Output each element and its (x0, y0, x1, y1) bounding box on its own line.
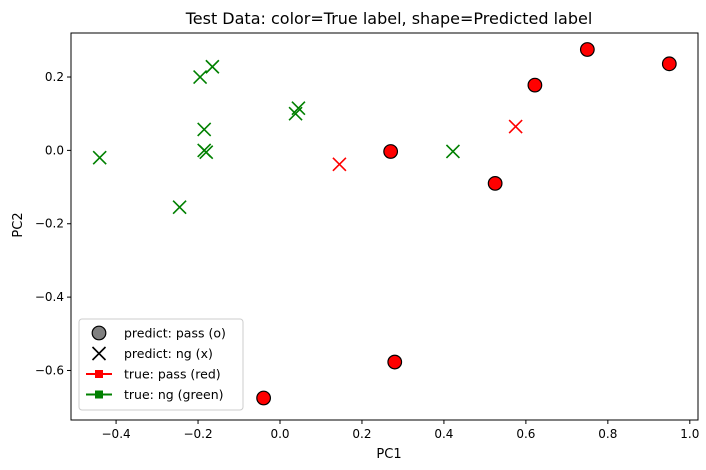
y-tick-label: 0.0 (45, 143, 64, 157)
data-point-x-15 (199, 145, 214, 160)
data-point-circle-1 (487, 175, 503, 191)
legend-label: true: ng (green) (124, 387, 224, 402)
chart-title: Test Data: color=True label, shape=Predi… (185, 9, 593, 28)
legend-box (78, 318, 244, 411)
legend-x-icon (91, 346, 107, 361)
x-tick-label: 0.6 (516, 427, 535, 441)
y-tick-label: −0.6 (35, 363, 64, 377)
data-point-circle-6 (256, 390, 272, 406)
data-point-x-12 (205, 59, 220, 74)
data-point-x-11 (193, 69, 208, 85)
y-tick-label: 0.2 (45, 70, 64, 84)
data-point-x-9 (92, 150, 107, 165)
data-point-x-7 (332, 157, 347, 172)
x-tick-label: 0.2 (352, 427, 371, 441)
data-point-x-18 (445, 144, 461, 159)
data-point-circle-3 (579, 42, 595, 57)
y-tick-label: −0.2 (35, 217, 64, 231)
legend: predict: pass (o) predict: ng (x) true: pa… (78, 318, 244, 411)
legend-label: true: pass (red) (124, 367, 221, 382)
data-point-circle-2 (527, 77, 543, 93)
x-tick-label: 0.8 (598, 427, 617, 441)
x-tick-label: −0.4 (102, 427, 131, 441)
legend-square-icon (95, 390, 103, 399)
legend-circle-icon (91, 325, 107, 341)
data-points (92, 42, 677, 406)
data-point-circle-5 (387, 354, 403, 370)
legend-square-icon (95, 370, 103, 378)
data-point-circle-4 (661, 56, 677, 72)
plot-frame (70, 32, 699, 421)
data-point-x-10 (172, 200, 187, 215)
x-tick-label: 0.0 (270, 427, 289, 441)
data-point-x-17 (291, 101, 306, 116)
x-tick-label: −0.2 (183, 427, 212, 441)
y-tick-label: −0.4 (35, 290, 64, 304)
x-tick-label: 1.0 (680, 427, 699, 441)
legend-label: predict: ng (x) (124, 346, 213, 361)
data-point-x-8 (508, 119, 523, 134)
legend-label: predict: pass (o) (124, 326, 226, 341)
axes: −0.4 −0.2 0.0 0.2 0.4 0.6 0.8 1.0 −0.6 −0.4 −0.2 0.… (35, 32, 699, 441)
x-axis-label: PC1 (376, 447, 401, 462)
y-axis-label: PC2 (11, 212, 26, 237)
x-tick-label: 0.4 (434, 427, 453, 441)
data-point-circle-0 (383, 144, 399, 159)
data-point-x-13 (197, 122, 212, 137)
